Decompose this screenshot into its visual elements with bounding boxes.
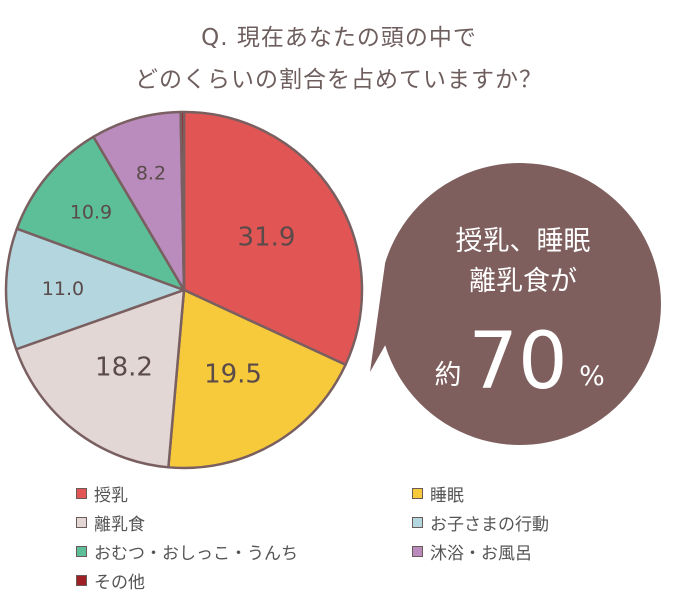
callout-line2: 離乳食が [469,266,577,297]
pie-slice-3 [14,288,186,469]
slice-label-4: 11.0 [42,278,84,300]
slice-label-5: 10.9 [70,202,112,224]
callout-prefix: 約 [435,360,462,391]
slice-label-6: 8.2 [136,163,166,185]
callout-bubble: 授乳、睡眠 離乳食が 約 70 % [370,162,661,445]
callout-bubble-shape [370,162,661,445]
pie-slice-6 [92,110,186,292]
pie-slice-5 [15,135,186,292]
chart-title-line2: どのくらいの割合を占めていますか？ [135,67,543,93]
slice-label-1: 31.9 [238,222,296,252]
callout-number: 70 [468,317,567,407]
slice-label-3: 18.2 [95,352,153,382]
pie-slices [4,110,364,470]
callout-unit: % [579,361,605,392]
chart-title-line1: Q. 現在あなたの頭の中で [201,25,477,51]
pie-slice-4 [4,227,186,351]
pie-slice-1 [182,110,364,367]
callout-line1: 授乳、睡眠 [456,226,591,257]
pie-slice-7 [179,110,186,292]
pie-slice-labels: 31.9 19.5 18.2 11.0 10.9 8.2 [42,163,296,390]
pie-slice-2 [167,288,347,470]
slice-label-2: 19.5 [204,360,262,390]
